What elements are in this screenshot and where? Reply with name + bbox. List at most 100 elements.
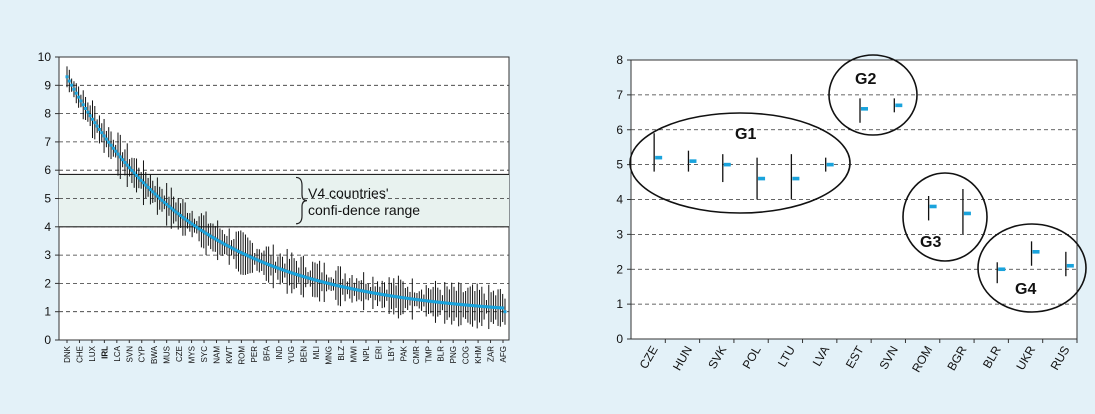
x-tick-label: KWT: [225, 346, 234, 364]
annotation-line-1: V4 countries': [308, 185, 389, 201]
point-marker: [213, 237, 217, 241]
point-marker: [362, 289, 366, 293]
x-tick-label: KHM: [474, 346, 483, 364]
point-marker: [394, 295, 398, 299]
x-tick-label: ERI: [374, 346, 383, 359]
point-marker: [77, 95, 81, 99]
point-marker: [137, 176, 141, 180]
point-marker: [121, 158, 125, 162]
point-marker: [294, 272, 298, 276]
point-marker: [239, 250, 243, 254]
y-tick-label: 7: [44, 135, 51, 149]
point-marker: [260, 260, 264, 264]
point-marker: [243, 253, 247, 257]
x-tick-label: ROM: [237, 346, 246, 365]
point-marker: [341, 285, 345, 289]
point-marker: [369, 290, 373, 294]
y-tick-label: 3: [44, 248, 51, 262]
point-marker: [95, 124, 99, 128]
x-tick-label: MYS: [188, 346, 197, 363]
point-marker: [378, 292, 382, 296]
point-marker: [343, 285, 347, 289]
point-marker: [65, 75, 69, 79]
point-marker: [141, 181, 145, 185]
point-marker: [84, 106, 88, 110]
point-marker: [199, 228, 203, 232]
point-marker: [227, 245, 231, 249]
point-marker: [109, 143, 113, 147]
point-marker: [283, 269, 287, 273]
point-marker: [225, 243, 229, 247]
point-marker: [107, 140, 111, 144]
point-marker: [174, 210, 178, 214]
point-marker: [160, 198, 164, 202]
point-marker: [399, 295, 403, 299]
point-marker: [422, 298, 426, 302]
point-marker: [366, 290, 370, 294]
point-marker: [274, 265, 278, 269]
point-marker: [209, 234, 213, 238]
point-marker: [501, 306, 505, 310]
point-marker: [104, 137, 108, 141]
point-marker: [264, 262, 268, 266]
point-marker: [396, 295, 400, 299]
point-marker: [230, 246, 234, 250]
point-marker: [271, 264, 275, 268]
point-marker: [306, 276, 310, 280]
point-marker: [287, 270, 291, 274]
point-marker: [480, 304, 484, 308]
point-marker: [301, 275, 305, 279]
point-marker: [206, 233, 210, 237]
point-marker: [415, 298, 419, 302]
point-marker: [139, 178, 143, 182]
point-marker: [373, 291, 377, 295]
x-tick-label: BWA: [150, 345, 159, 364]
x-tick-label: IRL: [100, 346, 109, 359]
point-marker: [285, 269, 289, 273]
y-tick-label: 5: [44, 192, 51, 206]
point-marker: [190, 222, 194, 226]
point-marker: [440, 301, 444, 305]
x-tick-label: MLI: [312, 346, 321, 359]
point-marker: [262, 261, 266, 265]
point-marker: [413, 297, 417, 301]
point-marker: [151, 190, 155, 194]
point-marker: [315, 279, 319, 283]
x-tick-label: IND: [275, 346, 284, 360]
point-marker: [204, 231, 208, 235]
point-marker: [102, 134, 106, 138]
x-tick-label: PAK: [399, 345, 408, 361]
point-marker: [447, 301, 451, 305]
point-marker: [498, 306, 502, 310]
y-tick-label: 2: [44, 276, 51, 290]
point-marker: [461, 303, 465, 307]
point-marker: [88, 114, 92, 118]
point-marker: [144, 183, 148, 187]
point-marker: [167, 204, 171, 208]
x-tick-label: CYP: [138, 346, 147, 362]
point-marker: [114, 149, 118, 153]
point-marker: [436, 300, 440, 304]
x-tick-label: MUS: [163, 346, 172, 364]
point-marker: [503, 310, 507, 314]
point-marker: [183, 217, 187, 221]
point-marker: [429, 299, 433, 303]
y-tick-label: 9: [44, 78, 51, 92]
x-tick-label: CZE: [175, 346, 184, 362]
x-tick-label: ZAR: [487, 346, 496, 362]
point-marker: [165, 202, 169, 206]
point-marker: [473, 304, 477, 308]
point-marker: [471, 304, 475, 308]
point-marker: [325, 281, 329, 285]
point-marker: [385, 293, 389, 297]
point-marker: [188, 220, 192, 224]
point-marker: [97, 127, 101, 131]
point-marker: [452, 302, 456, 306]
point-marker: [100, 131, 104, 135]
point-marker: [135, 173, 139, 177]
point-marker: [496, 306, 500, 310]
x-tick-label: MNG: [325, 346, 334, 365]
x-tick-label: LCA: [113, 345, 122, 361]
point-marker: [338, 284, 342, 288]
point-marker: [179, 214, 183, 218]
